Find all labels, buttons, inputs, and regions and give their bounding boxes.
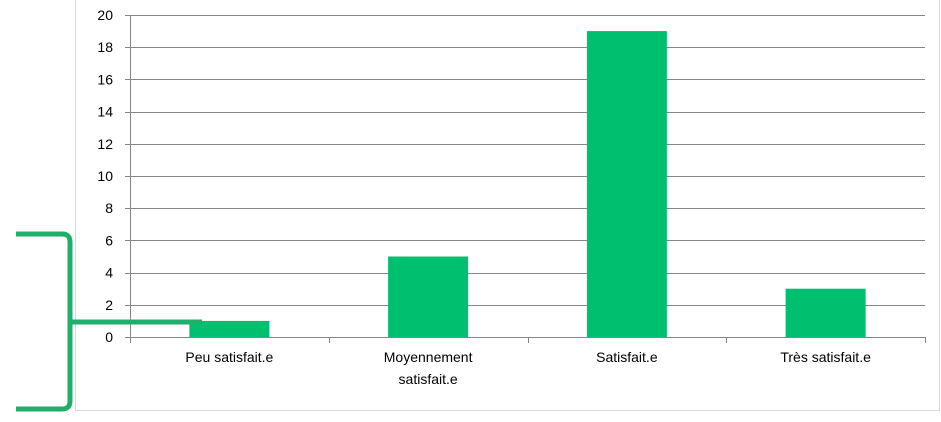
bar bbox=[388, 256, 469, 337]
y-tick-label: 10 bbox=[97, 168, 113, 184]
y-tick-label: 0 bbox=[105, 329, 113, 345]
y-tick-label: 14 bbox=[97, 104, 113, 120]
bar bbox=[586, 31, 667, 337]
y-tick-label: 8 bbox=[105, 200, 113, 216]
y-tick-label: 18 bbox=[97, 39, 113, 55]
x-tick-label: Très satisfait.e bbox=[780, 349, 871, 365]
bar bbox=[785, 288, 866, 337]
y-tick-label: 20 bbox=[97, 7, 113, 23]
x-tick-label: Satisfait.e bbox=[596, 349, 658, 365]
y-tick-label: 12 bbox=[97, 136, 113, 152]
y-tick-label: 2 bbox=[105, 297, 113, 313]
x-tick-label: Peu satisfait.e bbox=[185, 349, 273, 365]
y-tick-label: 4 bbox=[105, 265, 113, 281]
chart-frame bbox=[75, 0, 940, 411]
x-tick-label: Moyennement satisfait.e bbox=[384, 349, 473, 387]
y-tick-label: 16 bbox=[97, 71, 113, 87]
bar bbox=[189, 320, 270, 337]
y-tick-label: 6 bbox=[105, 232, 113, 248]
bracket-shape bbox=[16, 231, 73, 412]
